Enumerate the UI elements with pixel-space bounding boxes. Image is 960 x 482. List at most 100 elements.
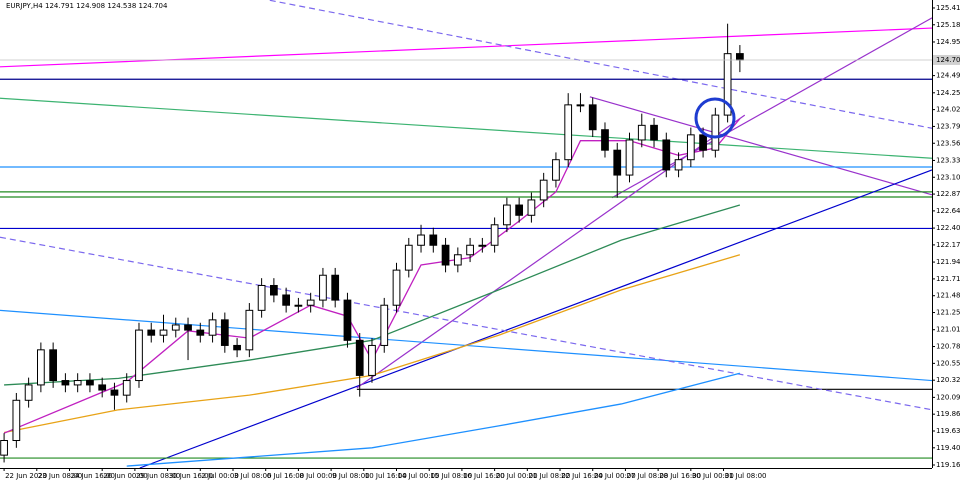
candle-body <box>135 329 143 382</box>
x-tick-label: 24 Jun 16:00 <box>70 472 114 480</box>
y-tick-label: 119.400 <box>936 444 960 452</box>
y-tick-label: 120.325 <box>936 376 960 384</box>
y-tick-label: 120.785 <box>936 343 960 351</box>
candle-body <box>515 204 524 216</box>
trend-line <box>0 97 933 159</box>
x-tick-label: 27 Jul 08:00 <box>626 472 668 480</box>
y-tick-label: 122.405 <box>936 224 960 232</box>
trend-line <box>0 236 933 411</box>
candle-body <box>625 139 634 176</box>
candle-body <box>0 440 8 456</box>
trend-line <box>269 0 933 129</box>
candle-body <box>86 380 94 386</box>
y-tick-label: 119.860 <box>936 410 960 418</box>
candle-body <box>650 124 658 141</box>
x-tick-label: 10 Jul 16:00 <box>365 472 407 480</box>
candle-body <box>674 159 683 171</box>
y-tick-label: 124.025 <box>936 106 960 114</box>
x-tick-label: 23 Jun 08:00 <box>38 472 82 480</box>
x-tick-label: 15 Jul 08:00 <box>430 472 472 480</box>
y-tick-label: 124.255 <box>936 89 960 97</box>
candle-body <box>392 269 401 306</box>
highlight-circle <box>694 97 736 139</box>
candle-body <box>306 299 315 306</box>
y-tick-label: 121.250 <box>936 309 960 317</box>
last-price-box <box>933 54 960 65</box>
y-tick-label: 122.175 <box>936 241 960 249</box>
candle-body <box>122 380 131 396</box>
y-tick-label: 121.015 <box>936 326 960 334</box>
candle-body <box>466 244 474 256</box>
y-tick-label: 121.940 <box>936 258 960 266</box>
candle-body <box>245 309 254 351</box>
candle-body <box>171 324 180 331</box>
candle-body <box>355 339 364 376</box>
candle-body <box>110 389 119 396</box>
candle-body <box>539 179 548 201</box>
x-tick-label: 14 Jul 00:00 <box>398 472 440 480</box>
candle-body <box>613 149 622 176</box>
candle-body <box>24 384 33 401</box>
y-tick-label: 125.185 <box>936 21 960 29</box>
y-tick-label: 124.950 <box>936 38 960 46</box>
x-tick-label: 22 Jul 16:00 <box>561 472 603 480</box>
candle-body <box>368 344 376 376</box>
last-price-label: 124.704 <box>936 56 960 64</box>
y-tick-label: 123.795 <box>936 122 960 130</box>
x-tick-label: 21 Jul 08:00 <box>528 472 570 480</box>
candle-body <box>343 299 352 341</box>
candle-body <box>270 284 278 296</box>
y-tick-label: 119.165 <box>936 461 960 469</box>
y-tick-label: 122.870 <box>936 190 960 198</box>
candle-body <box>453 254 462 266</box>
candle-body <box>736 53 744 61</box>
candle-body <box>184 324 192 331</box>
x-tick-label: 2 Jul 00:00 <box>201 472 239 480</box>
y-tick-label: 123.565 <box>936 139 960 147</box>
y-tick-label: 119.630 <box>936 427 960 435</box>
x-tick-label: 28 Jul 16:00 <box>659 472 701 480</box>
candle-body <box>601 129 609 151</box>
candle-body <box>552 159 560 181</box>
candle-body <box>637 124 646 141</box>
candle-body <box>429 234 438 246</box>
candle-body <box>98 384 107 391</box>
candle-body <box>294 304 303 307</box>
x-tick-label: 24 Jul 00:00 <box>594 472 636 480</box>
y-tick-label: 120.090 <box>936 393 960 401</box>
candle-body <box>686 134 695 161</box>
candle-body <box>147 329 156 336</box>
candle-body <box>723 53 732 116</box>
trend-line <box>589 96 933 196</box>
candle-body <box>380 304 389 346</box>
x-tick-label: 9 Jul 08:00 <box>332 472 370 480</box>
x-tick-label: 6 Jul 16:00 <box>267 472 305 480</box>
y-tick-label: 124.490 <box>936 72 960 80</box>
candle-body <box>662 139 671 171</box>
x-tick-label: 3 Jul 08:00 <box>234 472 272 480</box>
candle-body <box>417 234 425 246</box>
x-tick-label: 29 Jun 08:00 <box>136 472 180 480</box>
moving-average <box>126 372 741 467</box>
candle-body <box>220 319 229 346</box>
candle-body <box>257 284 266 311</box>
candle-body <box>196 329 205 336</box>
x-tick-label: 22 Jun 2020 <box>5 472 47 480</box>
x-tick-label: 31 Jul 08:00 <box>725 472 767 480</box>
x-tick-label: 30 Jun 16:00 <box>169 472 213 480</box>
y-tick-label: 121.480 <box>936 292 960 300</box>
candle-body <box>527 199 536 216</box>
x-tick-label: 20 Jul 00:00 <box>496 472 538 480</box>
y-tick-label: 125.415 <box>936 4 960 12</box>
x-tick-label: 26 Jun 00:00 <box>103 472 147 480</box>
trend-line <box>0 27 933 68</box>
candle-body <box>564 104 573 161</box>
plot-area <box>0 0 933 469</box>
candle-body <box>61 380 70 386</box>
candle-body <box>49 349 58 382</box>
candle-body <box>576 104 585 107</box>
candle-body <box>233 344 241 351</box>
candle-body <box>282 294 291 306</box>
